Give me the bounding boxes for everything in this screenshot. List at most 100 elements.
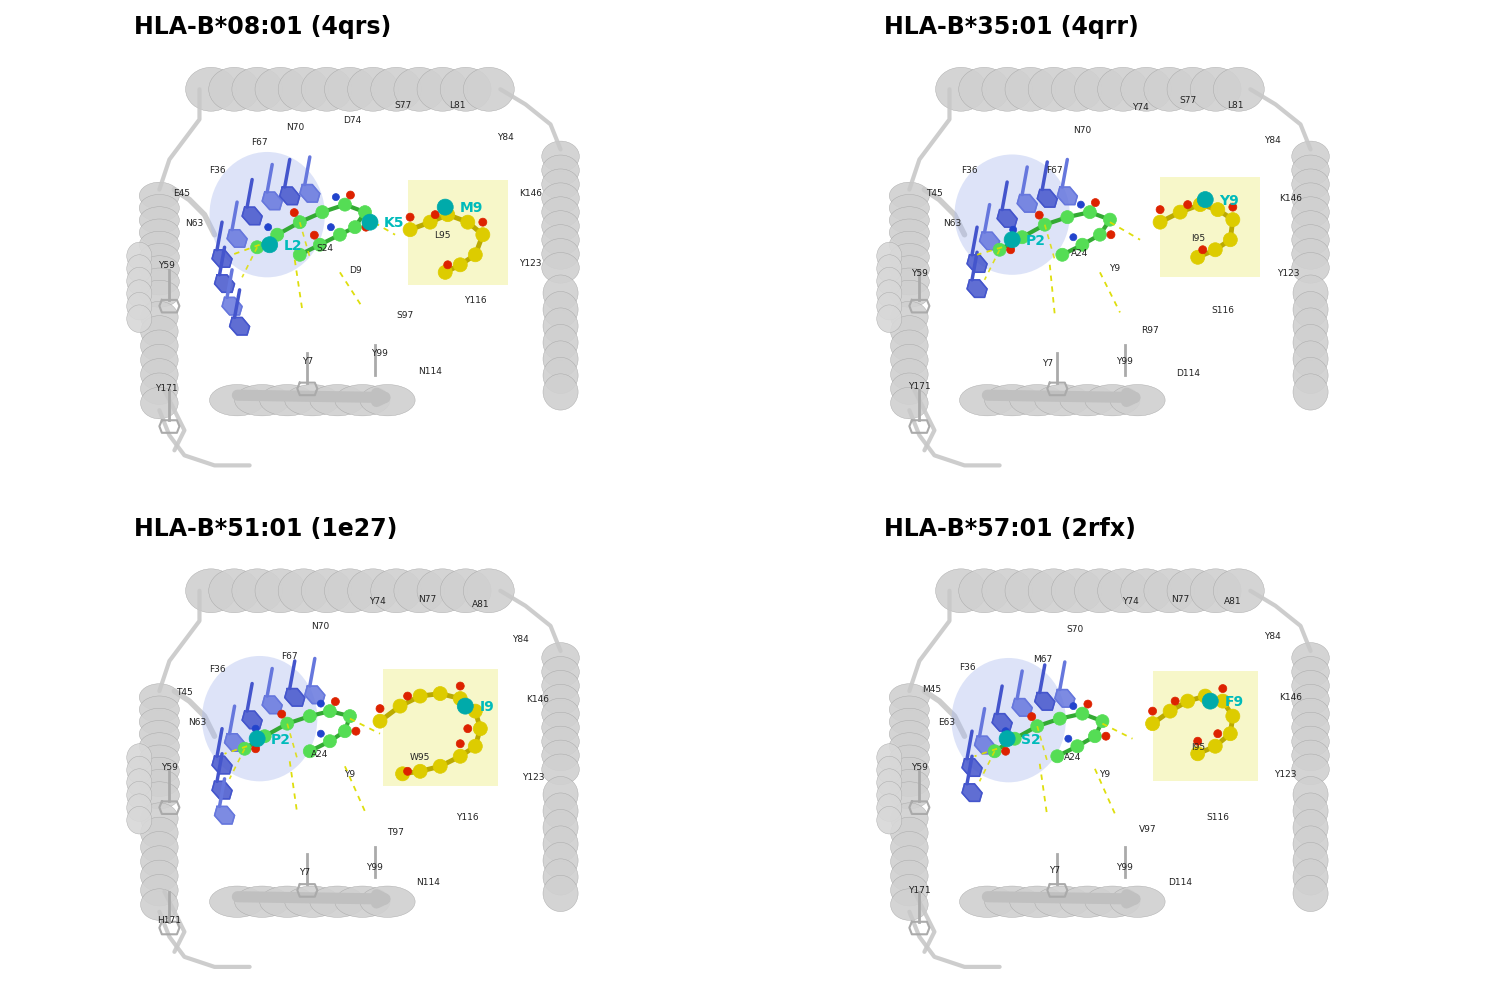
- Ellipse shape: [1010, 385, 1065, 417]
- Text: Y123: Y123: [1276, 269, 1299, 278]
- Circle shape: [1192, 198, 1208, 212]
- Text: Y84: Y84: [1264, 632, 1281, 640]
- Ellipse shape: [890, 745, 930, 773]
- Ellipse shape: [1084, 385, 1140, 417]
- Text: A81: A81: [471, 599, 489, 608]
- Text: M45: M45: [922, 684, 942, 693]
- Ellipse shape: [890, 269, 930, 296]
- Text: N70: N70: [1072, 126, 1092, 134]
- Ellipse shape: [878, 757, 902, 784]
- Circle shape: [318, 700, 324, 707]
- Ellipse shape: [1052, 68, 1102, 112]
- Circle shape: [344, 709, 357, 723]
- Ellipse shape: [285, 886, 340, 918]
- Circle shape: [441, 208, 454, 222]
- Circle shape: [1107, 231, 1114, 239]
- Ellipse shape: [140, 207, 180, 234]
- Ellipse shape: [334, 385, 390, 417]
- Circle shape: [303, 709, 316, 723]
- Text: Y171: Y171: [156, 384, 178, 393]
- Circle shape: [303, 745, 316, 758]
- Ellipse shape: [1292, 740, 1329, 771]
- Ellipse shape: [543, 859, 578, 895]
- Polygon shape: [968, 281, 987, 299]
- Ellipse shape: [1293, 876, 1328, 912]
- Text: Y99: Y99: [366, 863, 384, 871]
- Ellipse shape: [1292, 657, 1329, 687]
- Circle shape: [404, 223, 417, 237]
- Ellipse shape: [1005, 68, 1056, 112]
- Ellipse shape: [1110, 886, 1166, 918]
- Ellipse shape: [140, 782, 180, 809]
- Ellipse shape: [128, 256, 152, 283]
- Ellipse shape: [1293, 342, 1328, 378]
- Ellipse shape: [278, 68, 328, 112]
- Ellipse shape: [1292, 211, 1329, 242]
- Circle shape: [1035, 211, 1044, 219]
- Ellipse shape: [1292, 698, 1329, 729]
- Text: Y171: Y171: [908, 885, 930, 894]
- Text: F36: F36: [209, 166, 225, 174]
- Circle shape: [456, 739, 465, 747]
- Text: Y123: Y123: [519, 259, 542, 268]
- Ellipse shape: [417, 68, 468, 112]
- Ellipse shape: [878, 256, 902, 283]
- Ellipse shape: [891, 331, 928, 362]
- Text: Y116: Y116: [464, 297, 486, 305]
- Circle shape: [1094, 228, 1107, 242]
- Circle shape: [280, 717, 294, 730]
- Ellipse shape: [370, 569, 422, 613]
- Circle shape: [264, 244, 272, 252]
- Text: N70: N70: [310, 622, 328, 630]
- Text: D114: D114: [1176, 369, 1200, 378]
- Circle shape: [1224, 233, 1238, 247]
- Circle shape: [1076, 707, 1089, 720]
- Ellipse shape: [141, 803, 178, 835]
- Ellipse shape: [1293, 293, 1328, 329]
- Text: Y84: Y84: [1264, 136, 1281, 144]
- Ellipse shape: [128, 794, 152, 822]
- Ellipse shape: [255, 68, 306, 112]
- Ellipse shape: [890, 733, 930, 760]
- Circle shape: [1089, 729, 1101, 743]
- Text: F67: F67: [252, 138, 268, 147]
- Ellipse shape: [936, 569, 987, 613]
- Circle shape: [1191, 250, 1204, 265]
- Ellipse shape: [878, 281, 902, 309]
- Polygon shape: [962, 760, 982, 777]
- Ellipse shape: [1293, 810, 1328, 846]
- Ellipse shape: [891, 345, 928, 377]
- Circle shape: [1052, 749, 1064, 764]
- Circle shape: [458, 698, 474, 714]
- Text: A24: A24: [1064, 753, 1082, 761]
- Ellipse shape: [878, 242, 902, 271]
- Ellipse shape: [891, 875, 928, 906]
- Ellipse shape: [324, 569, 375, 613]
- Ellipse shape: [954, 155, 1070, 276]
- Text: Y99: Y99: [1116, 863, 1134, 871]
- Ellipse shape: [878, 743, 902, 772]
- Ellipse shape: [140, 720, 180, 747]
- Circle shape: [430, 211, 439, 219]
- Ellipse shape: [234, 385, 290, 417]
- Text: T45: T45: [176, 687, 194, 695]
- Polygon shape: [998, 210, 1017, 228]
- Ellipse shape: [232, 569, 284, 613]
- Ellipse shape: [128, 242, 152, 271]
- Circle shape: [1172, 697, 1179, 705]
- Ellipse shape: [890, 207, 930, 234]
- Circle shape: [352, 727, 360, 735]
- Ellipse shape: [440, 68, 491, 112]
- Circle shape: [1228, 204, 1238, 212]
- Text: Y99: Y99: [1116, 357, 1134, 365]
- Ellipse shape: [542, 698, 579, 729]
- Ellipse shape: [1292, 239, 1329, 270]
- Circle shape: [1202, 693, 1218, 709]
- Ellipse shape: [128, 782, 152, 810]
- Ellipse shape: [141, 889, 178, 921]
- Ellipse shape: [128, 770, 152, 797]
- Ellipse shape: [210, 886, 264, 918]
- Text: S2: S2: [1022, 732, 1041, 745]
- Circle shape: [270, 228, 284, 242]
- Text: I95: I95: [1191, 233, 1204, 242]
